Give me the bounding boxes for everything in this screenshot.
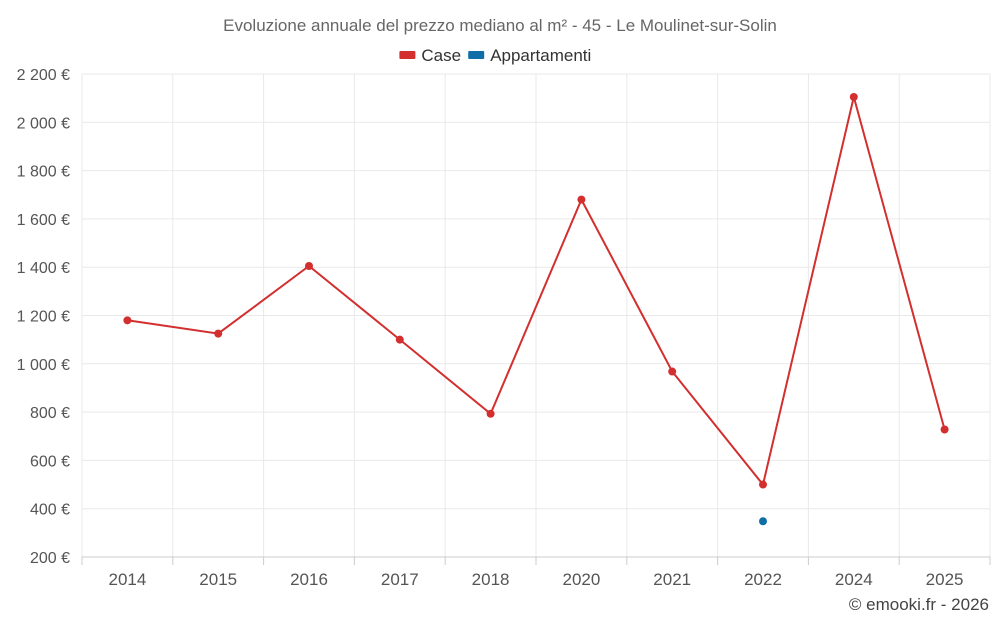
legend-swatch	[399, 51, 416, 59]
x-tick-label: 2018	[472, 570, 510, 589]
y-tick-label: 2 200 €	[17, 67, 70, 84]
data-point-case[interactable]	[577, 195, 586, 204]
data-point-case[interactable]	[849, 92, 858, 101]
x-tick-label: 2015	[199, 570, 237, 589]
x-tick-label: 2016	[290, 570, 328, 589]
y-tick-label: 1 000 €	[17, 357, 70, 374]
x-tick-label: 2014	[108, 570, 146, 589]
y-tick-label: 1 600 €	[17, 212, 70, 229]
legend-label: Appartamenti	[490, 46, 591, 65]
plot-series	[123, 92, 949, 526]
credit: © emooki.fr - 2026	[849, 595, 989, 614]
y-tick-label: 1 800 €	[17, 164, 70, 181]
x-axis: 2014 2015 2016 2017 2018 2020 2021 2022 2024 2025	[81, 556, 991, 589]
data-point-case[interactable]	[486, 409, 495, 418]
x-tick-label: 2020	[562, 570, 600, 589]
legend-item-appartamenti[interactable]: Appartamenti	[468, 46, 591, 65]
x-tick-label: 2017	[381, 570, 419, 589]
y-axis: 200 € 400 € 600 € 800 € 1 000 € 1 200 € 1 400 …	[17, 67, 70, 567]
data-point-case[interactable]	[214, 329, 223, 338]
data-point-case[interactable]	[305, 261, 313, 270]
y-tick-label: 2 000 €	[17, 115, 70, 132]
x-tick-label: 2025	[926, 570, 964, 589]
data-point-case[interactable]	[123, 316, 132, 325]
data-point-case[interactable]	[940, 425, 949, 434]
y-tick-label: 200 €	[30, 550, 70, 567]
legend-label: Case	[421, 46, 461, 65]
grid	[81, 73, 991, 558]
data-point-appartamenti[interactable]	[759, 517, 767, 526]
legend-item-case[interactable]: Case	[399, 46, 461, 65]
x-tick-label: 2022	[744, 570, 782, 589]
data-point-case[interactable]	[668, 367, 677, 376]
data-point-case[interactable]	[759, 480, 767, 489]
series-line-case	[127, 96, 946, 487]
y-tick-label: 1 400 €	[17, 260, 70, 277]
y-tick-label: 1 200 €	[17, 309, 70, 326]
data-point-case[interactable]	[395, 335, 404, 344]
x-tick-label: 2021	[653, 570, 691, 589]
y-tick-label: 800 €	[30, 405, 70, 422]
y-tick-label: 400 €	[30, 502, 70, 519]
chart-title: Evoluzione annuale del prezzo mediano al…	[223, 16, 777, 35]
legend-swatch	[468, 51, 485, 59]
legend[interactable]: Case Appartamenti	[399, 46, 591, 65]
y-tick-label: 600 €	[30, 453, 70, 470]
x-tick-label: 2024	[835, 570, 873, 589]
